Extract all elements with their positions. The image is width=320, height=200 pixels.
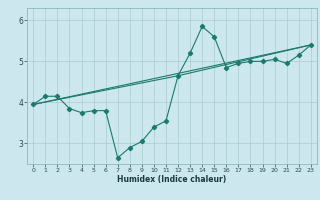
X-axis label: Humidex (Indice chaleur): Humidex (Indice chaleur) <box>117 175 227 184</box>
